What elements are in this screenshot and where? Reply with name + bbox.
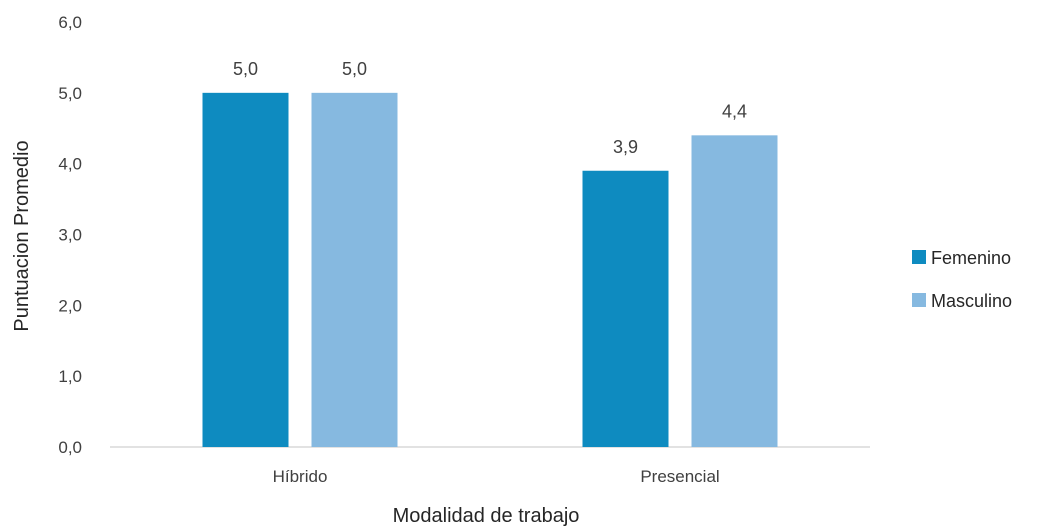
legend-swatch (912, 293, 926, 307)
y-tick-label: 4,0 (58, 155, 82, 174)
y-tick-label: 5,0 (58, 84, 82, 103)
data-label: 3,9 (613, 137, 638, 157)
x-axis-ticks: Híbrido Presencial (273, 467, 720, 486)
legend-label: Femenino (931, 248, 1011, 268)
legend: Femenino Masculino (912, 248, 1012, 311)
data-label: 5,0 (233, 59, 258, 79)
y-tick-label: 1,0 (58, 367, 82, 386)
x-tick-label: Híbrido (273, 467, 328, 486)
bar-masculino-1 (691, 135, 778, 448)
y-axis-ticks: 0,0 1,0 2,0 3,0 4,0 5,0 6,0 (58, 13, 82, 457)
bar-femenino-0 (202, 92, 289, 447)
legend-label: Masculino (931, 291, 1012, 311)
y-tick-label: 2,0 (58, 296, 82, 315)
x-axis-title: Modalidad de trabajo (393, 505, 580, 527)
data-label: 5,0 (342, 59, 367, 79)
legend-swatch (912, 250, 926, 264)
y-tick-label: 0,0 (58, 438, 82, 457)
bars (202, 92, 778, 448)
y-tick-label: 3,0 (58, 226, 82, 245)
data-label: 4,4 (722, 101, 747, 121)
y-tick-label: 6,0 (58, 13, 82, 32)
y-axis-title: Puntuacion Promedio (11, 140, 33, 331)
bar-femenino-1 (582, 170, 669, 447)
bar-masculino-0 (311, 92, 398, 447)
x-tick-label: Presencial (640, 467, 719, 486)
data-labels: 5,0 5,0 3,9 4,4 (233, 59, 747, 157)
